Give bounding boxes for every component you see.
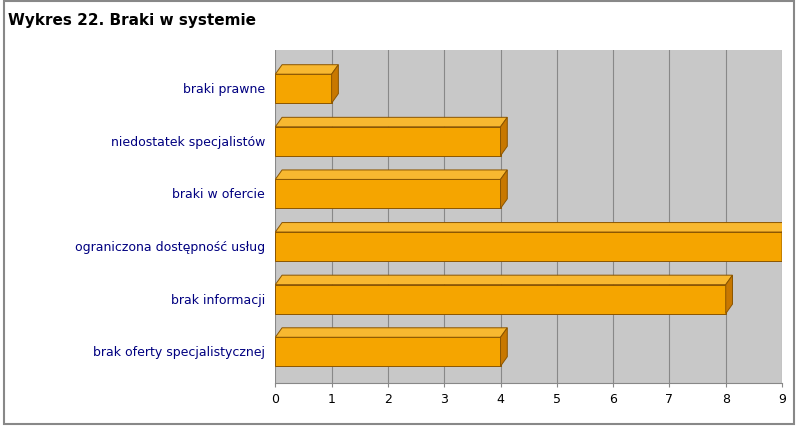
Text: niedostatek specjalistów: niedostatek specjalistów [111,135,265,148]
Polygon shape [332,66,338,104]
Polygon shape [500,170,508,209]
Polygon shape [275,180,500,209]
Polygon shape [275,285,725,314]
Polygon shape [275,233,782,262]
Text: Wykres 22. Braki w systemie: Wykres 22. Braki w systemie [8,13,256,28]
Polygon shape [275,223,788,233]
Polygon shape [782,223,788,262]
Polygon shape [275,337,500,366]
Polygon shape [275,127,500,156]
Text: ograniczona dostępność usług: ograniczona dostępność usług [75,240,265,253]
Polygon shape [725,276,733,314]
Text: braki w ofercie: braki w ofercie [172,188,265,201]
Polygon shape [275,328,508,337]
Polygon shape [275,170,508,180]
Text: brak oferty specjalistycznej: brak oferty specjalistycznej [93,345,265,358]
Polygon shape [275,66,338,75]
Polygon shape [275,118,508,127]
Polygon shape [275,276,733,285]
Text: braki prawne: braki prawne [183,83,265,96]
Polygon shape [275,75,332,104]
Polygon shape [500,118,508,156]
Polygon shape [500,328,508,366]
Text: brak informacji: brak informacji [171,293,265,306]
